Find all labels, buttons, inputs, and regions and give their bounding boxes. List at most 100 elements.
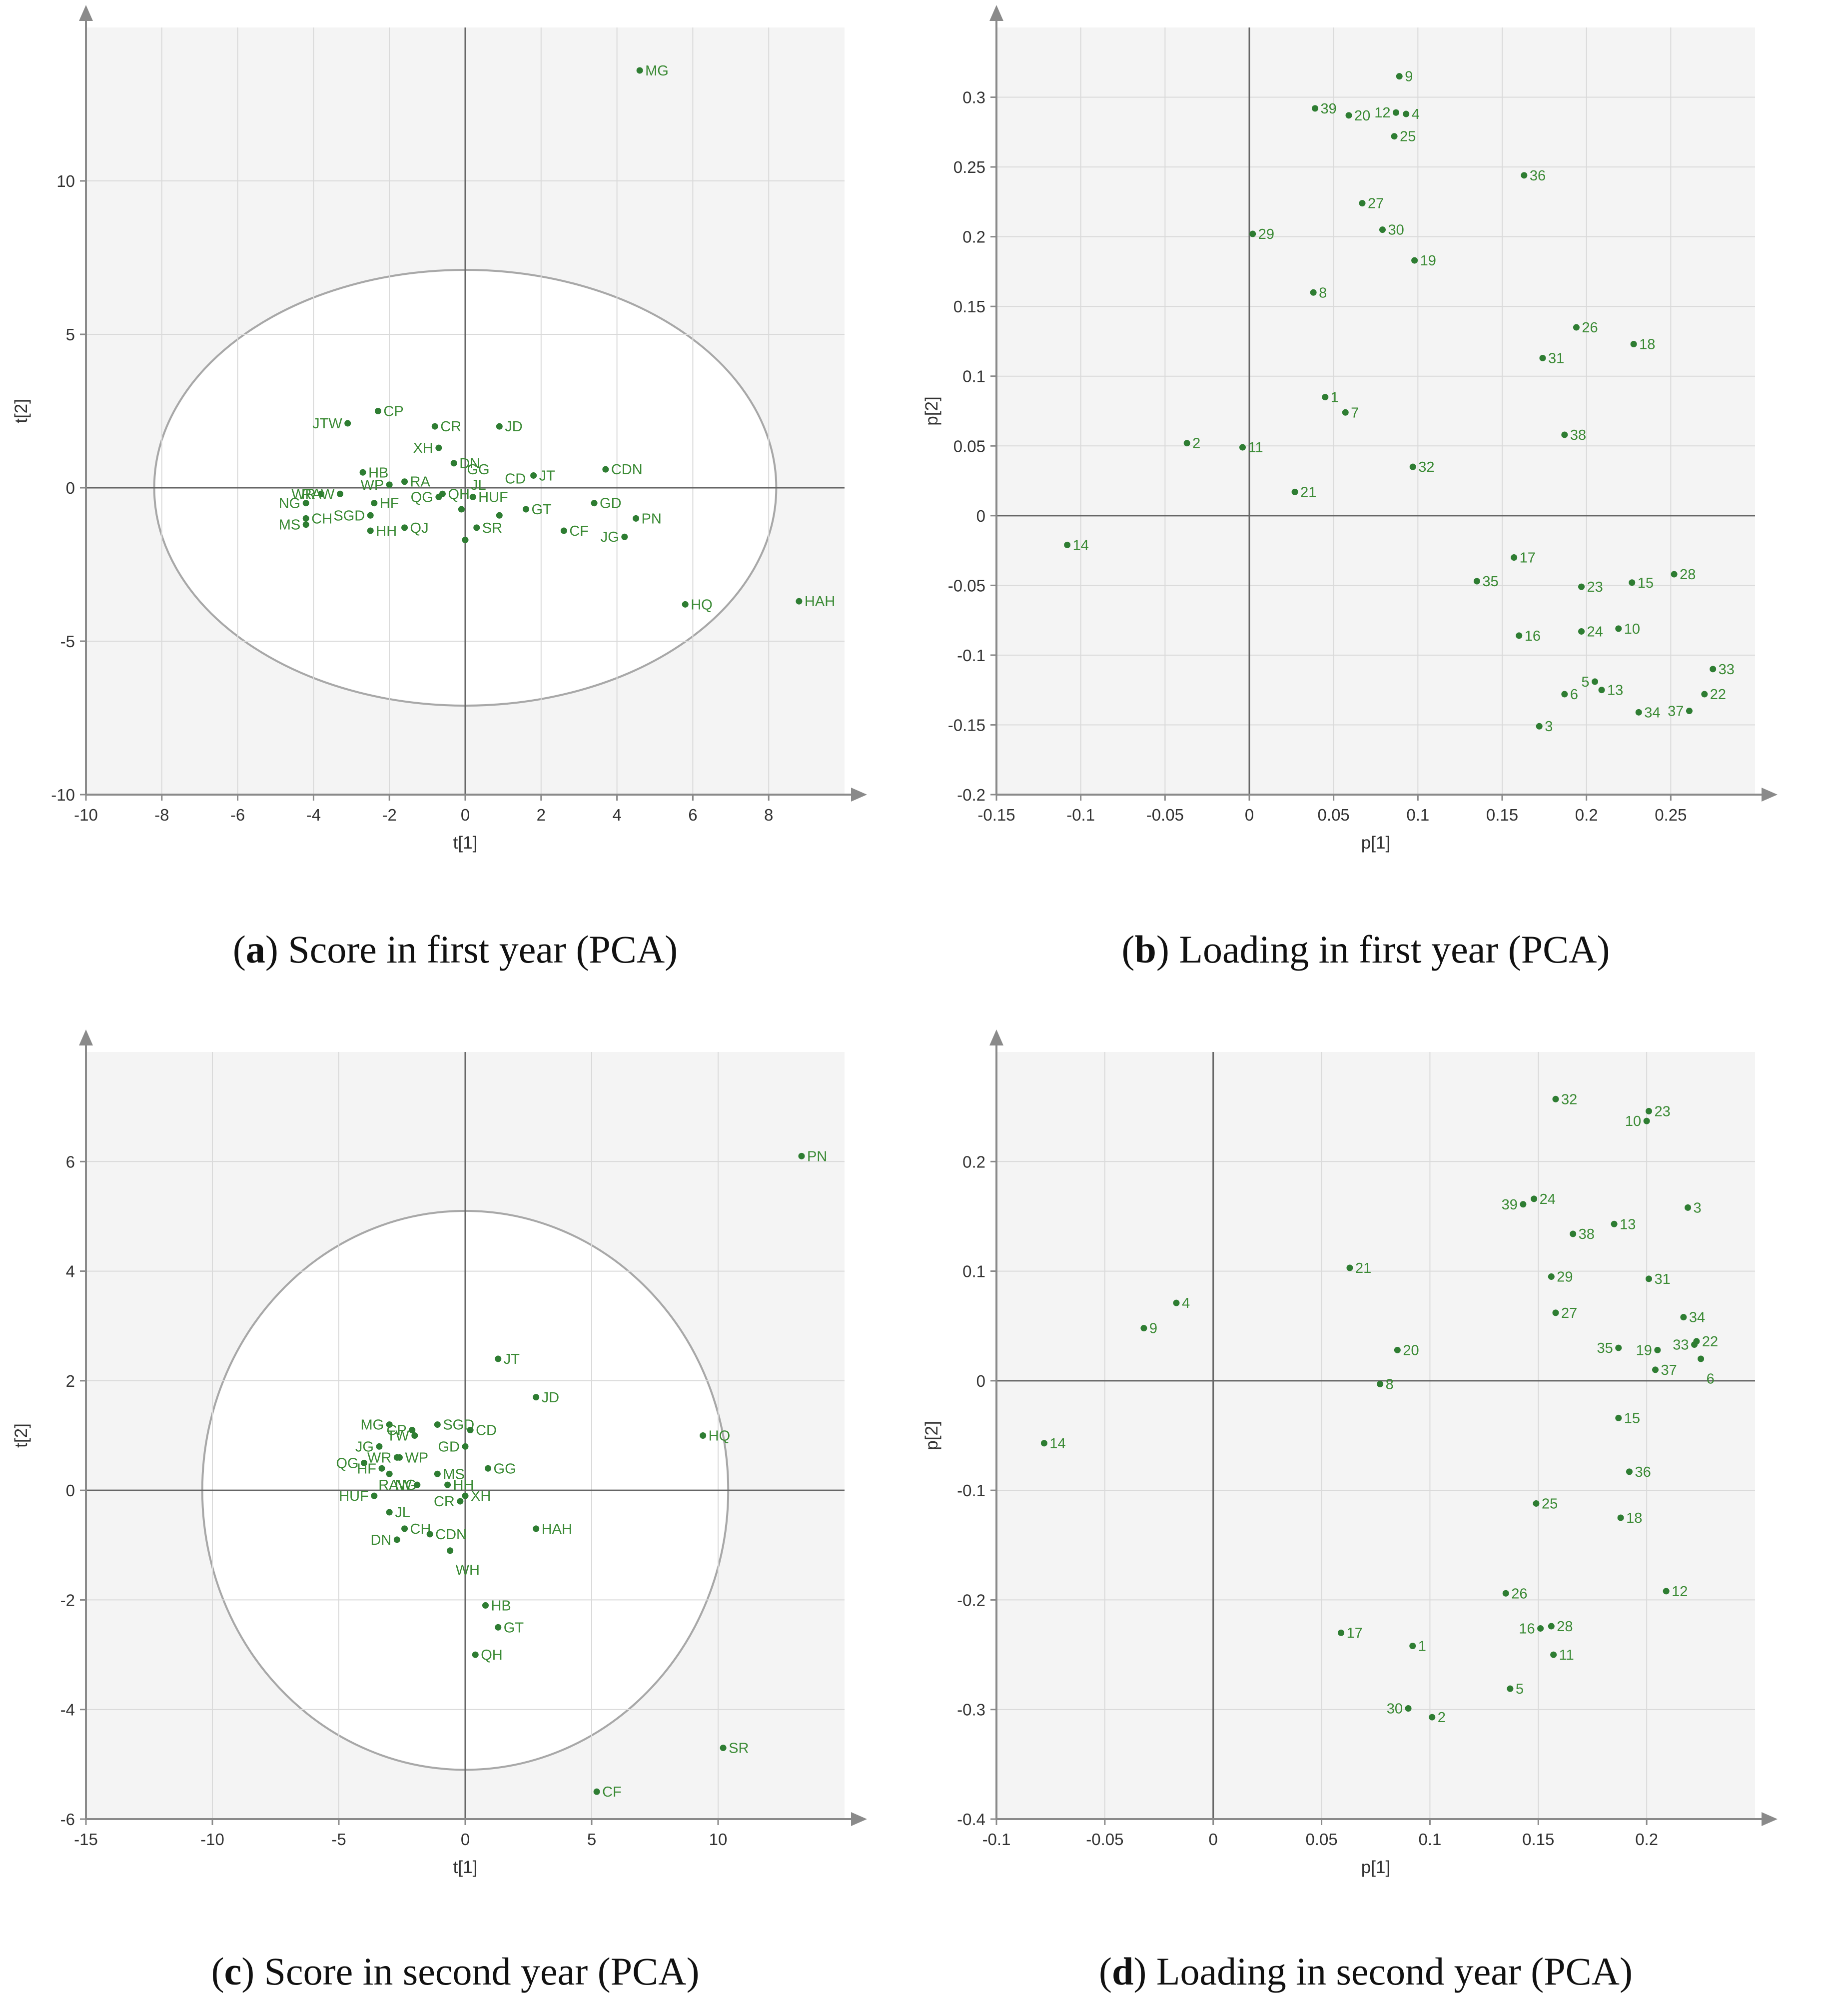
point-label: HH xyxy=(453,1477,474,1493)
point-label: 26 xyxy=(1511,1586,1527,1602)
data-point xyxy=(359,469,366,476)
data-point xyxy=(1626,1468,1633,1475)
point-label: 23 xyxy=(1654,1103,1670,1119)
data-point xyxy=(1064,541,1071,548)
x-tick-label: -0.1 xyxy=(1066,806,1095,824)
data-point xyxy=(1561,691,1568,698)
data-point xyxy=(434,1470,441,1477)
x-axis-title: p[1] xyxy=(1361,833,1390,853)
data-point xyxy=(462,1492,469,1499)
data-point xyxy=(1539,354,1546,361)
point-label: 4 xyxy=(1182,1295,1190,1311)
x-tick-label: 0 xyxy=(1209,1830,1218,1849)
data-point xyxy=(1685,1204,1692,1211)
data-point xyxy=(1345,112,1352,119)
data-point xyxy=(1629,579,1636,586)
data-point xyxy=(1611,1220,1618,1227)
caption-c-letter: c xyxy=(224,1950,242,1993)
y-axis-title: p[2] xyxy=(922,1421,941,1450)
caption-b-text: ) Loading in first year (PCA) xyxy=(1156,928,1610,971)
data-point xyxy=(444,1481,451,1488)
y-tick-label: -0.1 xyxy=(957,1481,985,1500)
caption-d: (d) Loading in second year (PCA) xyxy=(1099,1950,1633,1993)
point-label: WR xyxy=(367,1450,391,1466)
data-point xyxy=(1249,230,1256,237)
caption-c: (c) Score in second year (PCA) xyxy=(211,1950,700,1993)
data-point xyxy=(591,500,598,507)
data-point xyxy=(1592,678,1599,685)
point-label: JT xyxy=(539,468,556,484)
point-label: 24 xyxy=(1540,1191,1556,1207)
data-point xyxy=(318,490,325,497)
point-label: 17 xyxy=(1347,1625,1363,1641)
x-tick-label: -4 xyxy=(306,806,321,824)
data-point xyxy=(1342,409,1349,416)
point-label: 26 xyxy=(1582,320,1598,336)
point-label: 24 xyxy=(1587,624,1603,640)
x-tick-label: 6 xyxy=(688,806,697,824)
point-label: WP xyxy=(405,1450,428,1466)
data-point xyxy=(1680,1314,1687,1321)
y-tick-label: 0 xyxy=(66,1481,75,1500)
x-tick-label: 0.1 xyxy=(1406,806,1429,824)
y-tick-label: -4 xyxy=(60,1701,75,1719)
data-point xyxy=(1617,1514,1624,1521)
data-point xyxy=(1310,289,1317,296)
data-point xyxy=(1520,1201,1527,1208)
point-label: 13 xyxy=(1620,1216,1636,1232)
y-tick-label: 0.2 xyxy=(962,1152,985,1171)
y-tick-label: 10 xyxy=(56,172,75,190)
point-label: HAH xyxy=(805,594,835,610)
point-label: 21 xyxy=(1355,1260,1371,1276)
data-point xyxy=(1312,105,1319,112)
data-point xyxy=(593,1788,600,1795)
data-point xyxy=(1561,431,1568,438)
point-label: 38 xyxy=(1570,427,1586,443)
point-label: HH xyxy=(376,523,397,539)
data-point xyxy=(462,536,469,543)
data-point xyxy=(1635,709,1642,716)
x-tick-label: -0.05 xyxy=(1086,1830,1123,1849)
data-point xyxy=(1654,1346,1661,1353)
point-label: XH xyxy=(471,1488,491,1504)
y-tick-label: 2 xyxy=(66,1372,75,1390)
score-plot-second-year: -15 -10 -5 0 5 10 -6 -4 -2 0 2 4 6 t[1] t[2] PN JT JD HQ MG… xyxy=(11,1029,867,1877)
point-label: 14 xyxy=(1049,1436,1065,1452)
data-point xyxy=(401,1525,408,1532)
point-label: JTW xyxy=(312,416,342,432)
data-point xyxy=(409,1427,416,1434)
data-point xyxy=(344,420,351,427)
data-point xyxy=(1239,444,1246,451)
y-axis-arrow-icon xyxy=(989,5,1003,21)
data-point xyxy=(1533,1500,1540,1507)
y-tick-label: -0.2 xyxy=(957,1591,985,1609)
data-point xyxy=(367,527,374,534)
data-point xyxy=(1502,1590,1509,1597)
data-point xyxy=(1698,1355,1705,1362)
data-point xyxy=(1429,1714,1436,1721)
score-plot-first-year: -10 -8 -6 -4 -2 0 2 4 6 8-10-50510t[1]t[2]MGCPJTW… xyxy=(11,5,867,853)
point-label: 35 xyxy=(1597,1340,1613,1356)
data-point xyxy=(1615,1414,1622,1421)
x-tick-label: -8 xyxy=(154,806,169,824)
caption-c-text: ) Score in second year (PCA) xyxy=(241,1950,700,1993)
point-label: GT xyxy=(531,502,552,518)
data-point xyxy=(1663,1588,1670,1595)
point-label: 11 xyxy=(1559,1647,1574,1663)
y-tick-label: 0 xyxy=(66,479,75,497)
data-point xyxy=(796,598,803,605)
point-label: RAW xyxy=(378,1477,412,1493)
x-tick-label: 0 xyxy=(1245,806,1254,824)
point-label: QH xyxy=(481,1647,503,1663)
y-tick-label: 0.15 xyxy=(953,297,985,316)
data-point xyxy=(371,500,378,507)
loading-plot-first-year: -0.15 -0.1 -0.05 0 0.05 0.1 0.15 0.2 0.25-0.2-0.… xyxy=(922,5,1778,853)
point-label: 20 xyxy=(1354,108,1370,124)
data-point xyxy=(495,1624,502,1631)
data-point xyxy=(411,1432,418,1439)
point-label: TW xyxy=(387,1428,410,1444)
data-point xyxy=(1359,200,1366,207)
x-axis-arrow-icon xyxy=(1762,1812,1778,1826)
point-label: 19 xyxy=(1636,1342,1652,1358)
y-tick-label: -2 xyxy=(60,1591,75,1609)
